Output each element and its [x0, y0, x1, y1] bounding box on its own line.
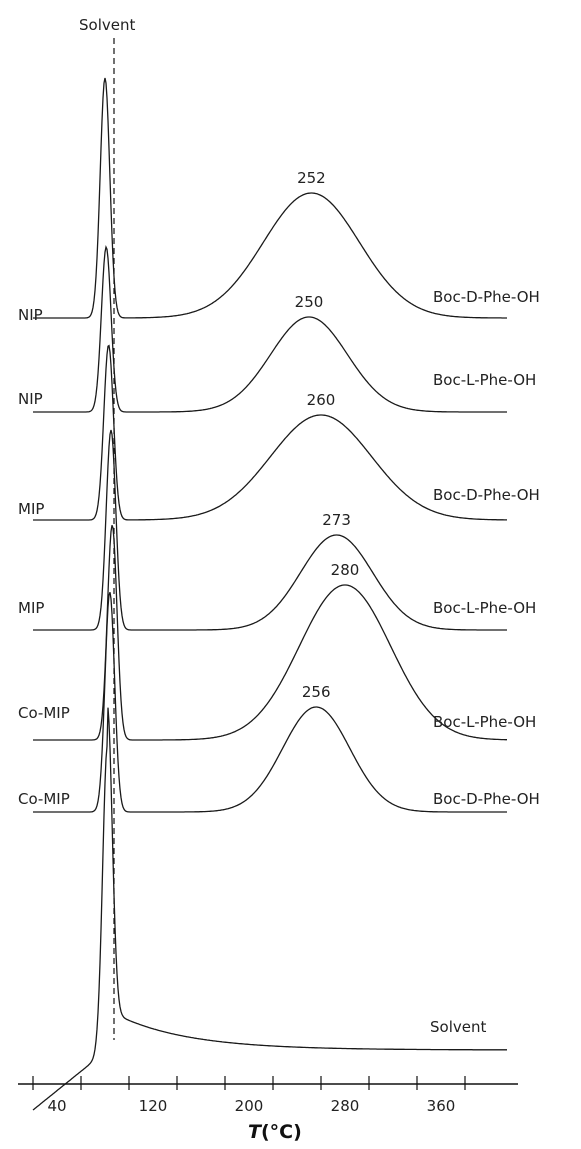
- trace-3-peak-label: 260: [307, 391, 336, 409]
- trace-6-polymer-label: Co-MIP: [18, 790, 70, 808]
- trace-4-analyte-label: Boc-L-Phe-OH: [433, 599, 536, 617]
- x-tick-label-280: 280: [331, 1097, 360, 1115]
- chromatogram-trace-2: [33, 244, 507, 413]
- chromatogram-curves: NIP Boc-D-Phe-OH 252 NIP Boc-L-Phe-OH 250 MIP B…: [18, 77, 540, 1111]
- chromatogram-trace-1: [33, 77, 507, 319]
- x-tick-label-360: 360: [427, 1097, 456, 1115]
- chromatogram-trace-5: [33, 524, 507, 741]
- trace-5-analyte-label: Boc-L-Phe-OH: [433, 713, 536, 731]
- trace-1-polymer-label: NIP: [18, 306, 43, 324]
- trace-2-peak-label: 250: [295, 293, 324, 311]
- trace-1-peak-label: 252: [297, 169, 326, 187]
- chromatogram-trace-3: [33, 344, 507, 521]
- trace-6-peak-label: 256: [302, 683, 331, 701]
- trace-5-peak-label: 280: [331, 561, 360, 579]
- chromatogram-trace-4: [33, 429, 507, 631]
- trace-4-peak-label: 273: [322, 511, 351, 529]
- x-axis-title-unit: (°C): [261, 1121, 302, 1143]
- x-tick-label-120: 120: [139, 1097, 168, 1115]
- x-tick-label-40: 40: [47, 1097, 66, 1115]
- x-tick-label-200: 200: [235, 1097, 264, 1115]
- trace-4-polymer-label: MIP: [18, 599, 44, 617]
- chromatogram-trace-7: [32, 707, 507, 1111]
- trace-3-polymer-label: MIP: [18, 500, 44, 518]
- trace-5-polymer-label: Co-MIP: [18, 704, 70, 722]
- x-axis-title: T(°C): [248, 1121, 302, 1143]
- trace-7-analyte-label: Solvent: [430, 1018, 486, 1036]
- x-axis-title-symbol: T: [248, 1121, 263, 1143]
- x-axis-ticks: 40 120 200 280 360: [32, 1076, 466, 1115]
- trace-3-analyte-label: Boc-D-Phe-OH: [433, 486, 540, 504]
- trace-6-analyte-label: Boc-D-Phe-OH: [433, 790, 540, 808]
- chromatogram-trace-6: [33, 591, 507, 813]
- trace-2-polymer-label: NIP: [18, 390, 43, 408]
- trace-1-analyte-label: Boc-D-Phe-OH: [433, 288, 540, 306]
- solvent-marker-label: Solvent: [79, 16, 135, 34]
- trace-2-analyte-label: Boc-L-Phe-OH: [433, 371, 536, 389]
